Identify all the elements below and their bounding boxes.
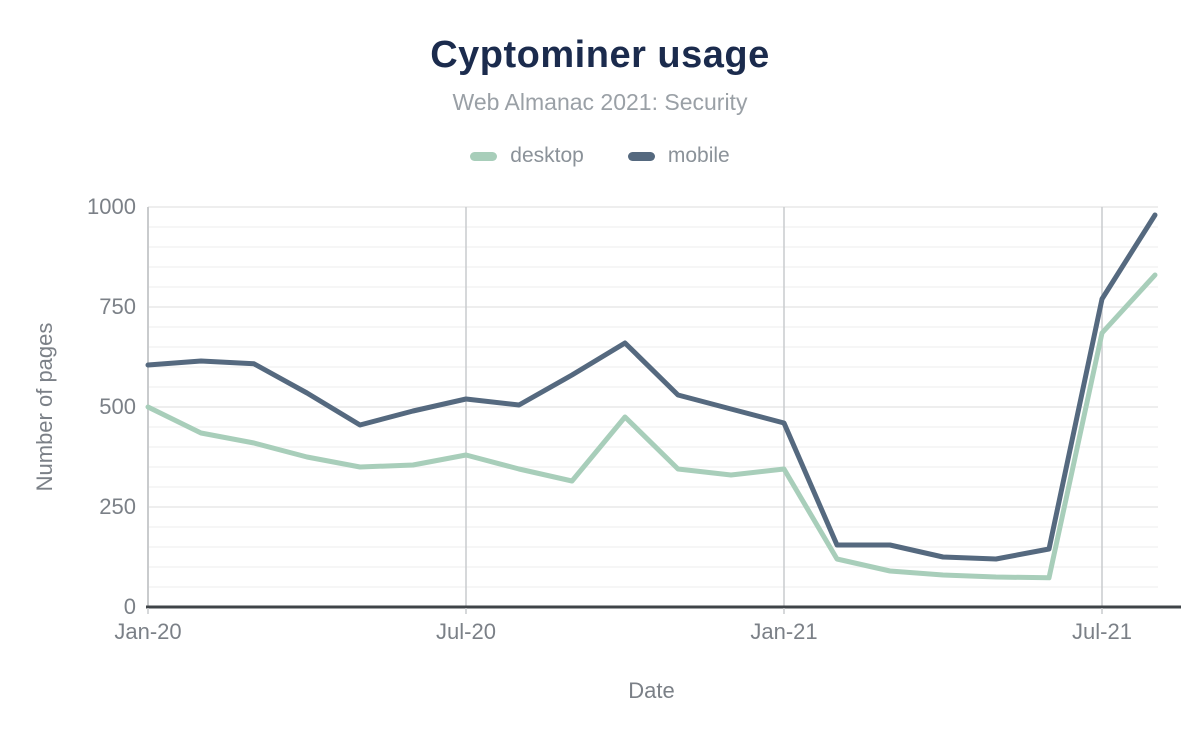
y-tick-label: 0 — [124, 594, 136, 619]
legend-swatch-mobile-icon — [627, 151, 655, 161]
x-tick-label: Jul-21 — [1072, 619, 1132, 644]
x-tick-label: Jan-21 — [750, 619, 817, 644]
series-desktop-line — [145, 272, 1158, 581]
legend-label-mobile: mobile — [667, 144, 730, 167]
chart-title: Cyptominer usage — [430, 34, 770, 76]
y-tick-label: 750 — [99, 294, 136, 319]
legend-swatch-desktop-icon — [470, 151, 498, 161]
y-axis-title: Number of pages — [32, 323, 57, 492]
legend-item-desktop: desktop — [470, 144, 584, 168]
x-tick-label: Jul-20 — [436, 619, 496, 644]
y-tick-label: 500 — [99, 394, 136, 419]
chart-legend: desktop mobile — [0, 144, 1200, 168]
legend-label-desktop: desktop — [510, 144, 584, 167]
y-gridlines-minor — [148, 226, 1158, 588]
x-axis-ticks — [147, 608, 1103, 614]
chart-subtitle: Web Almanac 2021: Security — [452, 89, 748, 115]
x-tick-labels: Jan-20 Jul-20 Jan-21 Jul-21 — [114, 619, 1132, 644]
x-axis-title: Date — [628, 678, 674, 703]
y-tick-label: 1000 — [87, 194, 136, 219]
x-tick-label: Jan-20 — [114, 619, 181, 644]
y-tick-labels: 0 250 500 750 1000 — [87, 194, 136, 619]
series-mobile-line — [145, 212, 1158, 562]
y-tick-label: 250 — [99, 494, 136, 519]
y-gridlines-major — [148, 206, 1158, 508]
legend-item-mobile: mobile — [627, 144, 730, 168]
